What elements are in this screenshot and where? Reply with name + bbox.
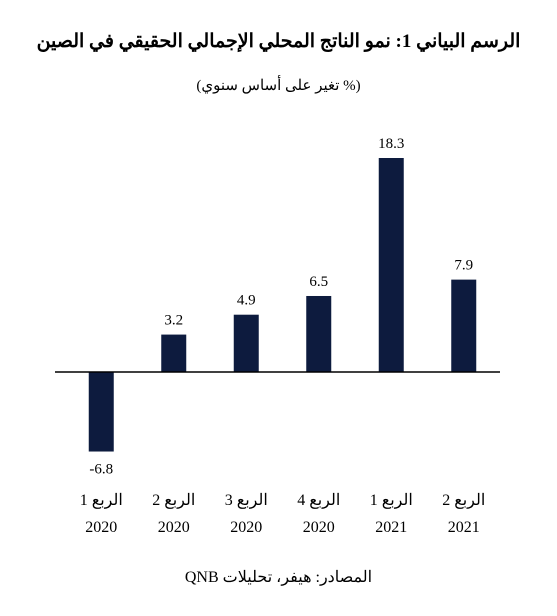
x-tick-label: 2020 [230,519,262,536]
bar-chart: -6.8 الربع 1 2020 3.2 الربع 2 2020 4.9 الربع 3 2… [55,136,500,536]
bar [378,158,404,372]
bar [88,372,114,452]
chart-title: الرسم البياني 1: نمو الناتج المحلي الإجم… [36,31,521,52]
x-tick-label: 2020 [303,519,335,536]
x-tick-label: الربع 3 [225,492,268,509]
data-label: 18.3 [378,136,404,152]
x-tick-label: الربع 2 [442,492,485,509]
data-label: 7.9 [454,258,473,274]
bar [451,279,477,372]
bar [306,295,332,372]
data-label: 4.9 [237,293,256,309]
x-tick-label: 2021 [448,519,480,536]
x-tick-label: 2020 [158,519,190,536]
x-tick-label: الربع 2 [152,492,195,509]
x-tick-label: الربع 1 [370,492,413,509]
data-label: 3.2 [164,313,183,329]
chart-subtitle: (% تغير على أساس سنوي) [196,78,361,94]
bar [233,314,259,372]
x-tick-label: 2021 [375,519,407,536]
x-tick-label: الربع 1 [80,492,123,509]
data-label: -6.8 [89,462,113,478]
x-tick-label: الربع 4 [297,492,340,509]
source-note: المصادر: هيفر، تحليلات QNB [184,569,373,586]
data-label: 6.5 [309,274,328,290]
bar [161,334,187,372]
x-tick-label: 2020 [85,519,117,536]
